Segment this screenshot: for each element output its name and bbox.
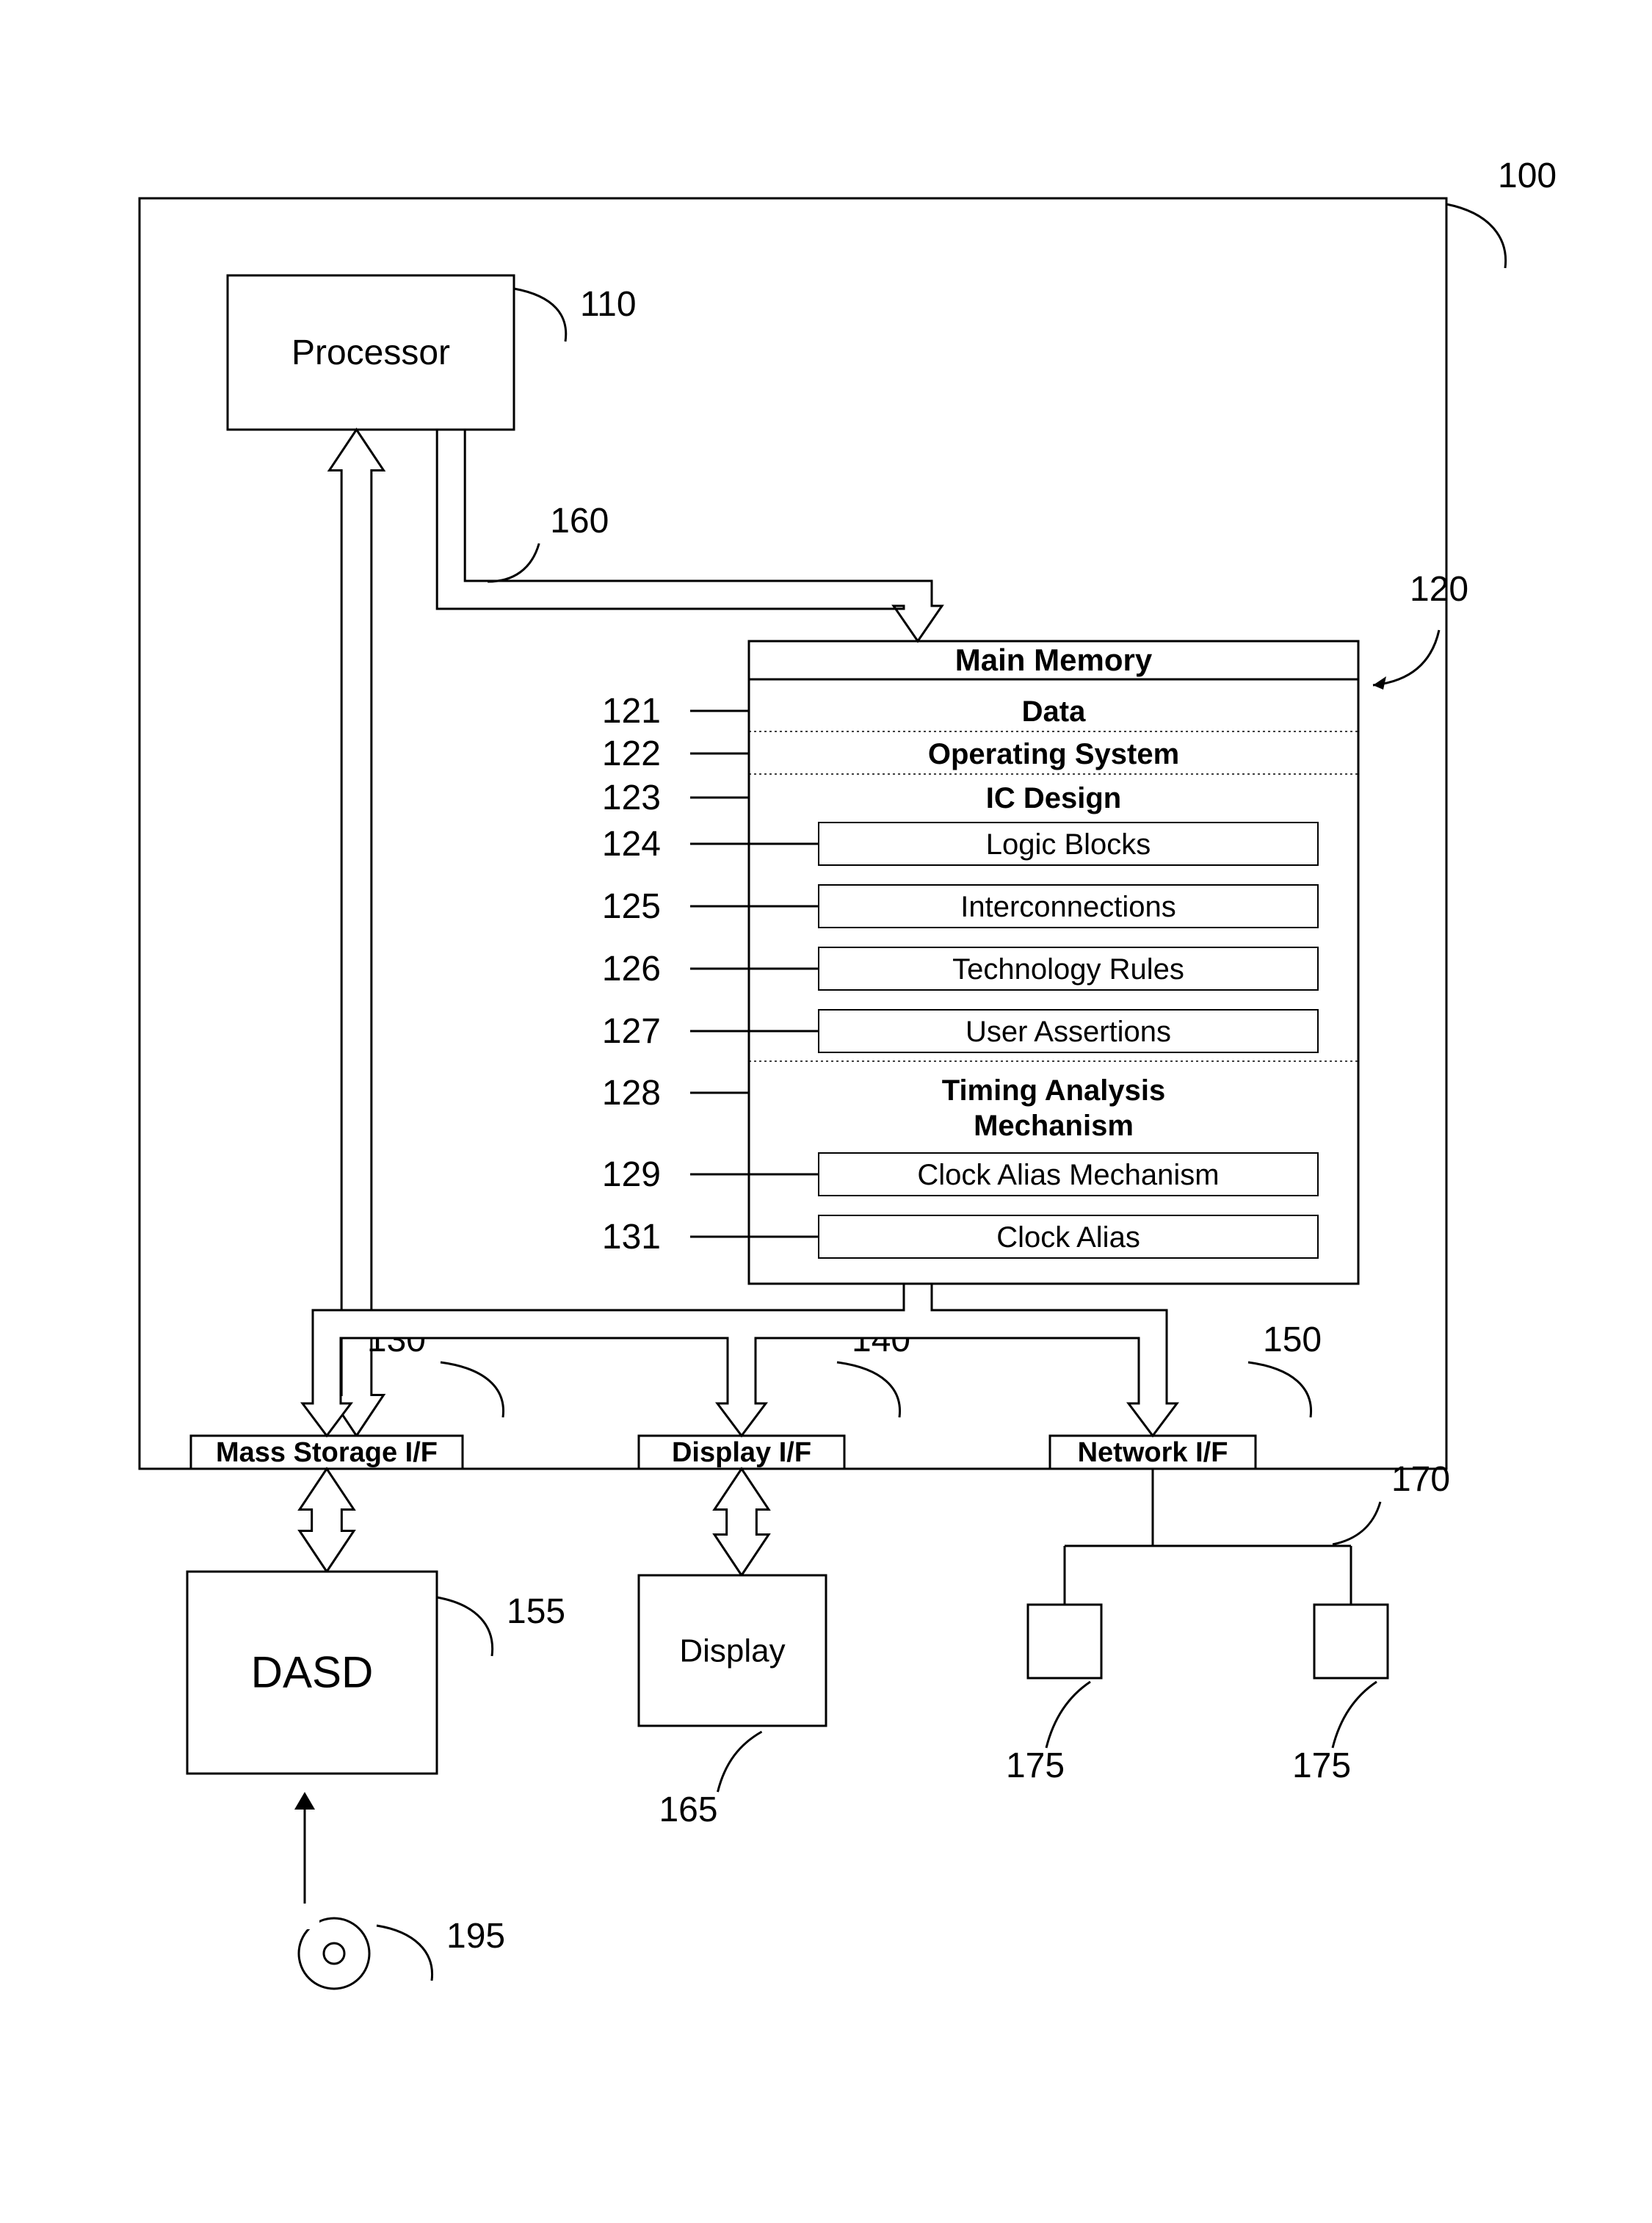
- ref-170: 170: [1391, 1460, 1450, 1499]
- memory-section-label: IC Design: [986, 782, 1121, 814]
- ref-160: 160: [550, 502, 609, 541]
- memory-item-ref: 128: [602, 1074, 661, 1113]
- display-if-label: Display I/F: [672, 1437, 811, 1468]
- memory-item-label: User Assertions: [966, 1016, 1171, 1048]
- ref-100: 100: [1498, 156, 1557, 195]
- displayif-display-arrow: [714, 1469, 769, 1575]
- memory-item-label: Clock Alias: [996, 1221, 1140, 1254]
- memory-item-ref: 129: [602, 1155, 661, 1194]
- memory-section-label: Data: [1022, 695, 1086, 728]
- ref-175: 175: [1292, 1746, 1351, 1785]
- ref-120: 120: [1410, 570, 1468, 609]
- network-node: [1314, 1605, 1388, 1678]
- network-node: [1028, 1605, 1101, 1678]
- curve: [718, 1732, 762, 1792]
- memory-item-label: Technology Rules: [952, 953, 1184, 986]
- memory-item-ref: 131: [602, 1218, 661, 1257]
- curve: [1333, 1502, 1380, 1544]
- memory-item-ref: 121: [602, 692, 661, 731]
- memory-item-ref: 122: [602, 734, 661, 773]
- curve: [1446, 204, 1506, 268]
- memory-item-label: Interconnections: [960, 891, 1176, 923]
- memory-item-ref: 123: [602, 778, 661, 817]
- processor-label: Processor: [291, 333, 450, 372]
- ref-110: 110: [580, 285, 637, 324]
- mass-if-label: Mass Storage I/F: [216, 1437, 438, 1468]
- network-if-label: Network I/F: [1078, 1437, 1228, 1468]
- dasd-label: DASD: [251, 1648, 374, 1697]
- memory-item-ref: 124: [602, 825, 661, 864]
- memory-item-ref: 127: [602, 1012, 661, 1051]
- memory-item-ref: 125: [602, 887, 661, 926]
- main-memory-title: Main Memory: [955, 643, 1153, 677]
- curve: [377, 1926, 432, 1981]
- curve: [437, 1597, 493, 1656]
- curve: [1333, 1682, 1377, 1748]
- massif-dasd-arrow: [300, 1469, 354, 1572]
- memory-item-label: Logic Blocks: [986, 828, 1151, 861]
- curve: [1046, 1682, 1090, 1748]
- ref-165: 165: [659, 1790, 717, 1829]
- ref-195: 195: [446, 1917, 505, 1956]
- memory-item-label: Clock Alias Mechanism: [917, 1159, 1219, 1191]
- memory-section-label: Mechanism: [974, 1110, 1134, 1142]
- ref-175: 175: [1006, 1746, 1065, 1785]
- ref-155: 155: [507, 1592, 565, 1631]
- memory-item-ref: 126: [602, 950, 661, 988]
- memory-section-label: Operating System: [928, 738, 1179, 770]
- ref-150: 150: [1263, 1320, 1322, 1359]
- disc-inner: [324, 1943, 344, 1964]
- display-label: Display: [679, 1633, 785, 1669]
- memory-section-label: Timing Analysis: [942, 1074, 1166, 1107]
